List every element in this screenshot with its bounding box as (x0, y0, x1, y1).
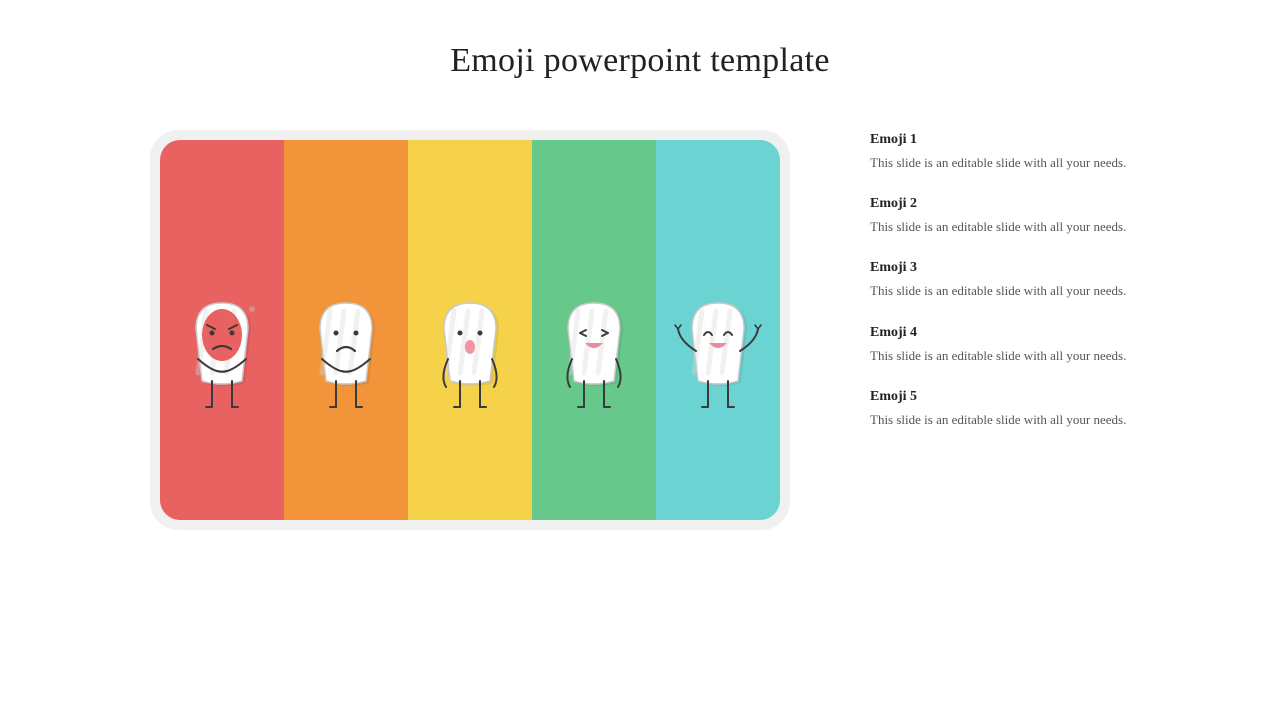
emoji-card (150, 130, 790, 530)
legend-item-4: Emoji 4 This slide is an editable slide w… (870, 325, 1210, 365)
character-worried-icon (425, 285, 515, 445)
stripe-5 (656, 140, 780, 520)
legend-title: Emoji 3 (870, 260, 1210, 276)
character-happy-icon (549, 285, 639, 445)
stripe-3 (408, 140, 532, 520)
character-angry-icon (177, 285, 267, 445)
legend-desc: This slide is an editable slide with all… (870, 411, 1130, 429)
character-5 (673, 285, 763, 450)
legend-list: Emoji 1 This slide is an editable slide w… (870, 130, 1210, 530)
legend-desc: This slide is an editable slide with all… (870, 282, 1130, 300)
legend-desc: This slide is an editable slide with all… (870, 154, 1130, 172)
character-excited-icon (673, 285, 763, 445)
legend-item-3: Emoji 3 This slide is an editable slide w… (870, 260, 1210, 300)
legend-title: Emoji 4 (870, 325, 1210, 341)
character-3 (425, 285, 515, 450)
character-sad-icon (301, 285, 391, 445)
stripes-container (160, 140, 780, 520)
stripe-2 (284, 140, 408, 520)
content-row: Emoji 1 This slide is an editable slide w… (0, 80, 1280, 530)
character-2 (301, 285, 391, 450)
legend-item-1: Emoji 1 This slide is an editable slide w… (870, 132, 1210, 172)
legend-desc: This slide is an editable slide with all… (870, 347, 1130, 365)
legend-desc: This slide is an editable slide with all… (870, 218, 1130, 236)
legend-item-5: Emoji 5 This slide is an editable slide w… (870, 389, 1210, 429)
legend-item-2: Emoji 2 This slide is an editable slide w… (870, 196, 1210, 236)
page-title: Emoji powerpoint template (0, 0, 1280, 80)
legend-title: Emoji 2 (870, 196, 1210, 212)
character-1 (177, 285, 267, 450)
legend-title: Emoji 1 (870, 132, 1210, 148)
character-4 (549, 285, 639, 450)
stripe-4 (532, 140, 656, 520)
stripe-1 (160, 140, 284, 520)
legend-title: Emoji 5 (870, 389, 1210, 405)
